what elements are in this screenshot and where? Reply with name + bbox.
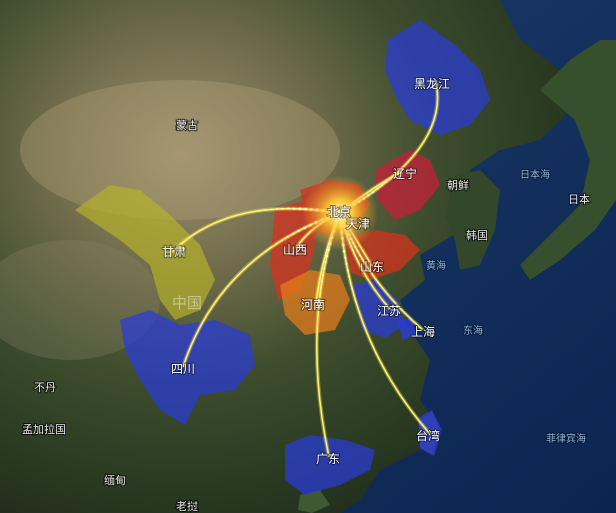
- route-dot-11-8: [324, 261, 327, 264]
- route-dot-0-13: [398, 170, 400, 172]
- province-liaoning[interactable]: [375, 150, 440, 220]
- route-dot-6-14: [325, 251, 327, 254]
- label-philippine-sea: 菲律宾海: [546, 432, 586, 445]
- province-shanghai[interactable]: [398, 318, 416, 340]
- label-shanghai: 上海: [411, 324, 435, 339]
- route-dot-10-12: [351, 288, 354, 290]
- route-dot-10-9: [346, 269, 349, 272]
- korean-peninsula: [445, 170, 500, 270]
- province-labels: 北京 黑龙江 辽宁 天津 甘肃 山西 山东 河南 江苏 上海 四川 台湾 广东: [161, 76, 451, 467]
- route-dot-3-10: [281, 207, 284, 210]
- label-guangdong: 广东: [316, 452, 340, 466]
- route-dot-9-10: [280, 239, 284, 242]
- province-sichuan[interactable]: [120, 310, 255, 425]
- label-shandong: 山东: [360, 260, 384, 274]
- route-dot-11-14: [318, 299, 321, 302]
- route-dot-8-10: [358, 253, 362, 257]
- province-heilongjiang[interactable]: [385, 20, 490, 135]
- label-japan-sea: 日本海: [520, 168, 550, 181]
- route-dot-11-10: [321, 273, 325, 277]
- label-heilongjiang: 黑龙江: [414, 77, 450, 91]
- plateau-haze: [0, 240, 160, 360]
- route-dot-11-7: [325, 254, 329, 258]
- label-origin-beijing: 北京: [327, 205, 351, 219]
- label-taiwan: 台湾: [416, 428, 440, 443]
- route-dot-10-11: [349, 281, 352, 284]
- label-bangladesh: 孟加拉国: [22, 422, 66, 436]
- route-dot-8-13: [366, 266, 369, 268]
- route-dot-9-13: [265, 250, 267, 252]
- route-dot-9-7: [297, 229, 301, 233]
- route-dot-7-14: [356, 258, 358, 260]
- label-mongolia: 蒙古: [176, 119, 198, 132]
- route-dot-9-8: [291, 232, 295, 236]
- province-jiangsu[interactable]: [352, 280, 405, 338]
- label-henan: 河南: [301, 297, 325, 312]
- route-dot-0-8: [376, 187, 379, 191]
- route-dot-9-12: [270, 246, 273, 249]
- label-japan: 日本: [568, 192, 590, 206]
- label-china: 中国: [172, 294, 202, 312]
- route-dot-7-13: [354, 255, 357, 257]
- route-dot-0-7: [371, 190, 375, 194]
- route-dot-7-12: [352, 251, 355, 254]
- route-dot-11-12: [320, 286, 322, 289]
- route-dot-10-10: [348, 275, 351, 278]
- route-dot-8-11: [361, 258, 364, 261]
- route-dot-9-9: [286, 235, 289, 239]
- hainan-island: [298, 490, 330, 513]
- route-dot-10-7: [343, 256, 347, 260]
- label-yellow-sea: 黄海: [426, 259, 446, 272]
- route-dot-11-9: [323, 267, 326, 270]
- japan-islands: [520, 40, 616, 280]
- route-dot-8-12: [363, 262, 366, 264]
- label-sichuan: 四川: [171, 362, 195, 376]
- province-guangdong[interactable]: [285, 435, 375, 495]
- label-liaoning: 辽宁: [393, 166, 417, 181]
- route-dot-10-14: [354, 300, 357, 303]
- label-north-korea: 朝鲜: [447, 178, 469, 192]
- route-dot-3-13: [264, 209, 267, 211]
- route-dot-0-9: [380, 184, 384, 187]
- route-dot-3-14: [258, 209, 261, 212]
- route-dot-3-7: [298, 207, 302, 211]
- label-myanmar: 缅甸: [104, 473, 126, 487]
- route-dot-10-13: [353, 294, 355, 297]
- label-tianjin: 天津: [346, 217, 370, 231]
- label-jiangsu: 江苏: [377, 304, 401, 318]
- route-dot-10-8: [345, 262, 348, 266]
- label-south-korea: 韩国: [466, 228, 488, 242]
- route-dot-3-11: [275, 208, 278, 211]
- route-dot-9-11: [275, 242, 278, 245]
- route-dot-3-12: [270, 208, 273, 211]
- route-dot-8-14: [369, 270, 371, 272]
- label-bhutan: 不丹: [34, 381, 56, 394]
- route-dot-0-14: [402, 166, 404, 168]
- label-shanxi: 山西: [283, 243, 307, 257]
- route-dot-8-9: [356, 249, 359, 253]
- route-dot-3-8: [292, 207, 296, 210]
- route-dot-3-9: [287, 207, 290, 210]
- route-dot-11-13: [319, 293, 321, 295]
- label-gansu: 甘肃: [162, 245, 186, 259]
- route-dot-9-14: [260, 254, 262, 256]
- basemap-labels: 蒙古 中国 朝鲜 韩国 日本海 日本 黄海 东海 菲律宾海 不丹 孟加拉国 缅甸…: [21, 118, 591, 513]
- label-east-sea: 东海: [463, 324, 483, 337]
- province-henan[interactable]: [280, 270, 350, 335]
- label-laos: 老挝: [176, 499, 198, 513]
- origin-glow: [302, 175, 378, 251]
- route-dot-11-11: [320, 280, 324, 283]
- desert-haze: [20, 80, 340, 220]
- province-gansu[interactable]: [75, 185, 215, 320]
